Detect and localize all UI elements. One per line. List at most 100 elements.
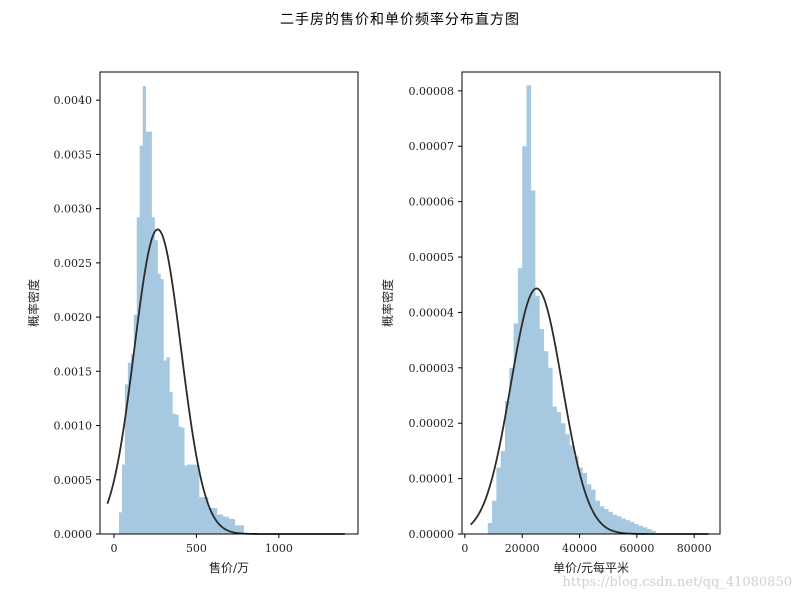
histogram-bar [530, 190, 536, 535]
histogram-bar [586, 484, 592, 534]
x-tick-label: 0 [461, 542, 468, 555]
histogram-bar [603, 509, 609, 534]
histogram-bar [560, 423, 566, 534]
y-tick-label: 0.0020 [54, 311, 93, 324]
histogram-bar [517, 268, 523, 534]
histogram-bar [166, 357, 170, 534]
histogram-bar [642, 527, 648, 534]
histogram-bar [219, 514, 224, 534]
y-tick-label: 0.0040 [54, 94, 93, 107]
histogram-bar [582, 473, 587, 534]
y-tick-label: 0.0000 [54, 528, 93, 541]
histogram-bar [163, 360, 167, 534]
y-tick-label: 0.0015 [54, 365, 93, 378]
y-tick-label: 0.0035 [54, 148, 93, 161]
y-tick-label: 0.00001 [409, 473, 455, 486]
histogram-bar [169, 391, 173, 534]
histogram-bar [139, 145, 143, 535]
y-tick-label: 0.00006 [409, 196, 455, 209]
histogram-bar [651, 530, 656, 534]
histogram-bar [121, 464, 126, 534]
histogram-bar [193, 464, 197, 534]
histogram-bar [535, 295, 540, 534]
histogram-bar [145, 131, 149, 534]
watermark: https://blog.csdn.net/qq_41080850 [563, 575, 792, 590]
histogram-bar [513, 323, 519, 534]
x-tick-label: 0 [111, 542, 118, 555]
x-axis-label: 售价/万 [209, 560, 249, 575]
histogram-bar [133, 314, 138, 534]
histogram-bar [225, 516, 230, 534]
histogram-bar [231, 518, 235, 534]
histogram-bar [142, 86, 146, 534]
histogram-bar [118, 512, 123, 534]
histogram-bar [222, 516, 227, 534]
x-tick-label: 80000 [677, 542, 712, 555]
histogram-bar [187, 464, 191, 534]
x-tick-label: 20000 [505, 542, 540, 555]
x-tick-label: 40000 [562, 542, 597, 555]
histogram-bar [625, 520, 630, 534]
chart-panel-unit-price: 0.00000 0.00001 0.00002 0.00003 0.00004 0.000… [380, 71, 721, 575]
histogram-bar [539, 329, 544, 534]
histogram-bar [190, 464, 194, 534]
histogram-bar [196, 464, 200, 534]
histogram-bar [565, 434, 570, 534]
histogram-bar [207, 507, 212, 534]
histogram-bar [552, 406, 557, 534]
histogram-bar [175, 414, 179, 534]
y-tick-label: 0.00004 [409, 306, 455, 319]
histogram-bar [202, 497, 206, 534]
chart-panel-sale-price: 0.0000 0.0005 0.0010 0.0015 0.0020 0.0025 0.00… [26, 71, 359, 575]
histogram-bar [548, 367, 553, 534]
axes-frame [461, 71, 721, 535]
histogram-bar [178, 426, 182, 534]
histogram-bar [573, 456, 579, 534]
histogram-bar [638, 525, 643, 534]
y-tick-label: 0.00002 [409, 417, 455, 430]
figure-title: 二手房的售价和单价频率分布直方图 [280, 11, 520, 28]
histogram-bar [136, 217, 141, 534]
histogram-bar [621, 518, 626, 534]
histogram-bar [608, 511, 613, 534]
histogram-bar [205, 497, 209, 534]
histogram-bar [228, 518, 233, 534]
histogram-bar [505, 401, 510, 534]
y-axis-label: 概率密度 [26, 279, 41, 327]
histogram-bar [124, 384, 129, 534]
histogram-bar [629, 521, 635, 534]
histogram-bar [496, 467, 501, 534]
histogram-bar [526, 85, 532, 534]
histogram-bar [199, 497, 203, 534]
histogram-bar [646, 529, 652, 534]
y-tick-label: 0.0030 [54, 203, 93, 216]
histogram-bar [154, 240, 158, 535]
histogram-bar [634, 524, 639, 534]
axes-frame [99, 71, 359, 535]
y-tick-label: 0.00000 [409, 528, 455, 541]
y-tick-label: 0.00005 [409, 251, 455, 264]
histogram-bar [543, 351, 549, 534]
x-tick-label: 500 [186, 542, 207, 555]
histogram-bar [556, 412, 562, 534]
histogram-bar [184, 465, 188, 534]
x-tick-label: 1000 [265, 542, 293, 555]
y-tick-label: 0.0025 [54, 257, 93, 270]
histogram-bar [509, 367, 514, 534]
histogram-bar [172, 413, 176, 534]
y-tick-label: 0.00007 [409, 140, 455, 153]
histogram-bar [500, 450, 506, 534]
histogram-bar [151, 217, 155, 534]
y-tick-label: 0.00008 [409, 85, 455, 98]
histogram-bar [522, 146, 527, 534]
histogram-bar [210, 507, 215, 534]
histogram-bar [148, 131, 152, 534]
histogram-bar [237, 525, 241, 534]
histogram-bar [616, 516, 622, 534]
y-tick-label: 0.0005 [54, 474, 93, 487]
x-axis-label: 单价/元每平米 [553, 560, 629, 575]
histogram-bar [234, 525, 238, 534]
histogram-bar [599, 506, 605, 534]
histogram-bar [240, 525, 244, 534]
